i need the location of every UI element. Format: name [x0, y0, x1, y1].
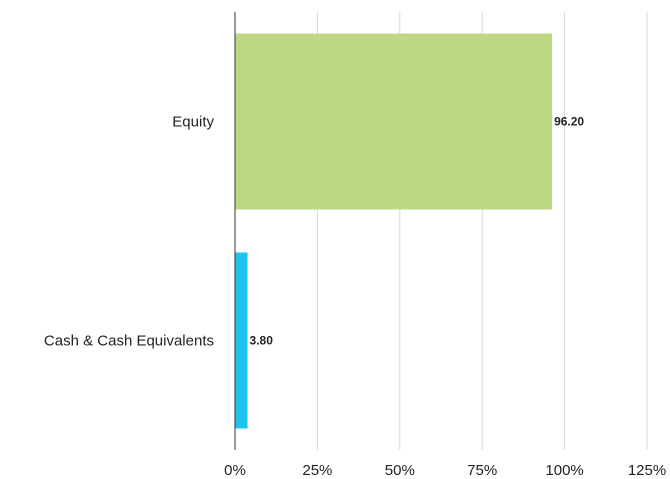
x-tick-label: 100%: [545, 462, 583, 479]
x-axis-tick-labels: 0% 25% 50% 75% 100% 125%: [224, 462, 666, 479]
y-axis-category-labels: Equity Cash & Cash Equivalents: [44, 114, 215, 350]
bars: [235, 33, 553, 429]
x-tick-label: 125%: [628, 462, 666, 479]
data-labels: 96.20 3.80: [250, 115, 585, 348]
bar-equity: [235, 33, 553, 210]
x-tick-label: 75%: [467, 462, 497, 479]
category-label: Equity: [172, 114, 214, 131]
bar-cash-cash-equivalents: [235, 252, 248, 429]
x-tick-label: 25%: [302, 462, 332, 479]
category-label: Cash & Cash Equivalents: [44, 333, 214, 350]
data-label: 96.20: [554, 115, 584, 129]
x-tick-label: 50%: [385, 462, 415, 479]
data-label: 3.80: [250, 334, 274, 348]
x-tick-label: 0%: [224, 462, 246, 479]
